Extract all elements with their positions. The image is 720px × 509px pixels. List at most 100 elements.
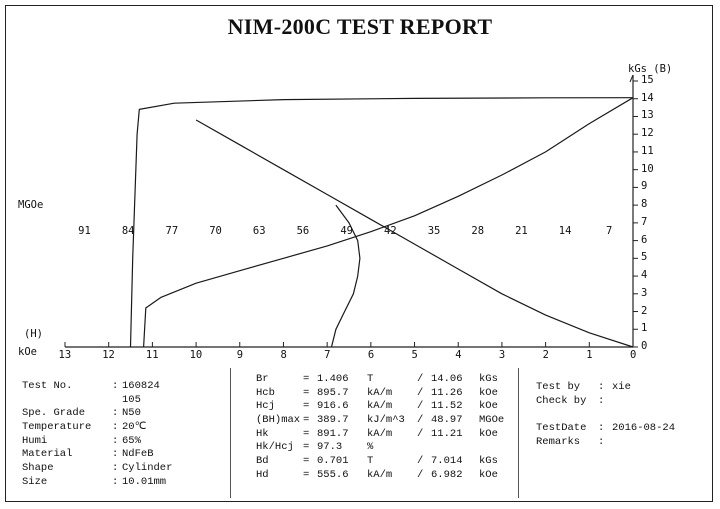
sample-info-sep: : (112, 434, 119, 447)
result-u1: kA/m (367, 468, 393, 481)
y-tick-label: 7 (641, 215, 648, 228)
tester-info-sep: : (598, 422, 605, 435)
result-eq: = (303, 373, 310, 385)
tester-info-sep: : (598, 394, 605, 407)
result-sep: / (417, 400, 424, 413)
result-v2 (431, 441, 479, 455)
sample-info-value: 65% (122, 434, 141, 447)
result-v2: 11.21 (431, 427, 463, 440)
result-name: Hd (256, 468, 269, 481)
sample-info-value: Cylinder (122, 462, 173, 475)
sample-info-label: Shape (22, 462, 54, 475)
magnetic-results-panel: Br = 1.406 T / 14.06 kGs Hcb = 895.7 kA/m / 11.26 kOe… (256, 373, 515, 483)
result-v1: 555.6 (317, 468, 349, 481)
result-name: Hk/Hcj (256, 441, 294, 454)
sample-info-sep: : (112, 421, 119, 434)
result-v1: 1.406 (317, 373, 349, 385)
result-sep: / (417, 468, 424, 481)
tester-info-sep: : (598, 435, 605, 448)
sample-info-row: Test No.:160824 (22, 380, 172, 394)
tester-info-row (536, 408, 675, 422)
x-tick-label: 12 (102, 349, 115, 361)
x-tick-label: 5 (411, 349, 418, 361)
sample-info-row: Humi:65% (22, 435, 172, 449)
energy-tick-label: 49 (340, 225, 353, 237)
y-tick-label: 11 (641, 144, 654, 157)
result-v1: 916.6 (317, 400, 349, 413)
x-tick-label: 6 (367, 349, 375, 361)
tester-info-label: TestDate (536, 422, 587, 435)
result-u1: kA/m (367, 400, 393, 413)
result-name: Hcb (256, 386, 275, 399)
result-v2: 11.52 (431, 400, 463, 413)
curve-4 (195, 119, 634, 348)
result-u2: kOe (479, 427, 498, 440)
y-tick-label: 13 (641, 109, 654, 122)
y-tick-label: 0 (641, 340, 648, 352)
x-tick-label: 2 (542, 349, 549, 361)
result-name: Hk (256, 427, 269, 440)
sample-info-value: NdFeB (122, 448, 154, 461)
energy-tick-label: 84 (121, 225, 135, 237)
result-eq: = (303, 427, 310, 440)
energy-tick-label: 14 (558, 225, 572, 237)
sample-info-sep: : (112, 462, 119, 475)
sample-info-value: 160824 (122, 380, 160, 392)
x-tick-label: 8 (280, 349, 287, 361)
y-tick-label: 1 (641, 322, 648, 335)
result-u1: T (367, 455, 374, 468)
result-sep: / (417, 386, 424, 399)
result-v1: 389.7 (317, 414, 349, 427)
result-u2: kOe (479, 386, 498, 399)
sample-info-label: Humi (22, 434, 48, 447)
x-tick-label: 9 (236, 349, 244, 361)
tester-info-row: Remarks: (536, 436, 675, 450)
result-name: Br (256, 373, 269, 385)
result-u1: kJ/m^3 (367, 414, 405, 427)
sample-info-label: Spe. Grade (22, 407, 86, 420)
y-tick-label: 15 (641, 74, 654, 86)
sample-info-sep (112, 394, 122, 408)
curve-3 (330, 204, 361, 348)
result-row: Hcb = 895.7 kA/m / 11.26 kOe (256, 387, 515, 401)
sample-info-row: Material: NdFeB (22, 448, 172, 462)
result-u1: kA/m (367, 427, 393, 440)
tester-info-label: Remarks (536, 435, 581, 448)
result-name: (BH)max (256, 414, 301, 427)
sample-info-value: 10.01mm (122, 475, 167, 488)
result-u2: kOe (479, 400, 498, 413)
y-axis-label: kGs (B) (628, 63, 673, 75)
tester-info-label: Test by (536, 381, 581, 393)
energy-tick-label: 35 (427, 225, 441, 237)
result-u2: MGOe (479, 414, 505, 427)
energy-tick-label: 91 (78, 225, 91, 237)
result-eq: = (303, 468, 310, 481)
energy-tick-label: 63 (252, 225, 266, 237)
tester-info-label (536, 408, 598, 422)
tester-info-row: Test by: xie (536, 381, 675, 395)
result-eq: = (303, 386, 310, 399)
tester-info-value: 2016-08-24 (612, 422, 676, 435)
sample-info-label: Temperature (22, 421, 92, 434)
result-v2: 14.06 (431, 373, 463, 385)
energy-tick-label: 70 (209, 225, 222, 237)
sample-info-label: Size (22, 475, 48, 488)
result-u2: kOe (479, 468, 498, 481)
x-tick-label: 4 (455, 349, 462, 361)
y-axis-arrow (629, 74, 634, 83)
energy-axis-label: MGOe (18, 199, 44, 211)
info-divider-1 (230, 368, 231, 498)
y-tick-label: 4 (641, 269, 648, 282)
y-tick-label: 2 (641, 304, 648, 317)
result-u2: kGs (479, 373, 498, 385)
sample-info-panel: Test No.:160824 105 Spe. Grade: N50 Temperat… (22, 380, 172, 490)
x-axis-label: kOe (18, 346, 37, 358)
y-tick-label: 9 (641, 180, 648, 193)
result-sep: / (417, 455, 424, 468)
result-v2: 48.97 (431, 414, 463, 427)
y-tick-label: 10 (641, 162, 654, 175)
sample-info-label: Test No. (22, 380, 73, 392)
tester-info-sep (598, 408, 612, 422)
result-v1: 895.7 (317, 386, 349, 399)
